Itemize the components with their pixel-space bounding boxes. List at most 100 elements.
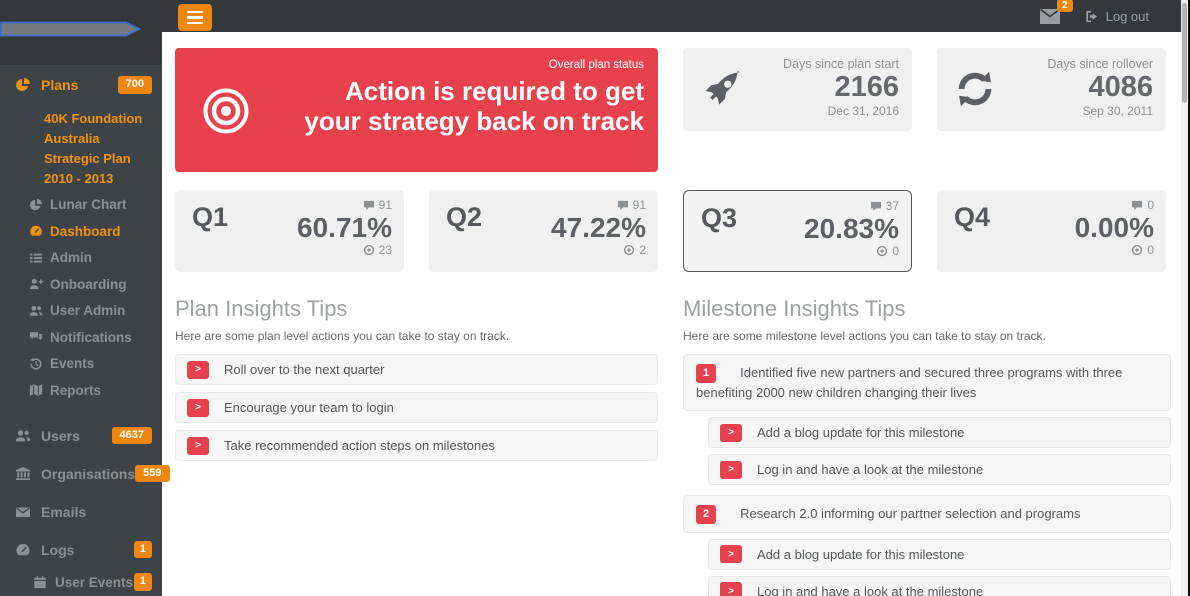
days-since-plan-start-card: Days since plan start 2166 Dec 31, 2016 (683, 48, 912, 131)
dot-circle-icon (624, 245, 635, 256)
comments-icon (29, 330, 44, 344)
quarter-label: Q2 (446, 202, 483, 232)
sidebar-item-label: Logs (41, 541, 75, 558)
views-count: 0 (892, 244, 899, 259)
dot-circle-icon (877, 246, 888, 257)
sidebar-item-user-admin[interactable]: User Admin (0, 298, 162, 325)
chevron-right-icon: > (187, 436, 209, 455)
bank-icon (15, 466, 32, 482)
sidebar-item-user-events[interactable]: User Events 1 (0, 569, 162, 596)
quarter-label: Q3 (701, 203, 738, 233)
tip-text: Add a blog update for this milestone (757, 425, 965, 440)
plan-tip-row[interactable]: > Take recommended action steps on miles… (175, 430, 658, 461)
logo-placeholder[interactable] (0, 21, 142, 37)
quarter-card-q4[interactable]: Q4 0 0.00% 0 (937, 190, 1166, 272)
milestone-tip-row[interactable]: > Add a blog update for this milestone (708, 417, 1171, 448)
sidebar-item-notifications[interactable]: Notifications (0, 324, 162, 351)
sidebar-item-emails[interactable]: Emails (0, 493, 162, 531)
bullseye-icon (203, 88, 249, 134)
sidebar-item-label: Emails (41, 503, 87, 520)
views-count: 2 (639, 243, 646, 258)
stat-title: Days since plan start (782, 57, 899, 71)
sidebar-item-logs[interactable]: Logs 1 (0, 531, 162, 569)
milestone-tip-row[interactable]: > Log in and have a look at the mileston… (708, 575, 1171, 596)
logs-count-badge: 1 (133, 540, 152, 559)
quarter-percent: 0.00% (1074, 212, 1154, 243)
rocket-icon (699, 67, 745, 113)
sidebar-item-dashboard[interactable]: Dashboard (0, 218, 162, 245)
gauge-icon (29, 224, 44, 238)
quarter-card-q2[interactable]: Q2 91 47.22% 2 (429, 190, 658, 272)
comments-count: 0 (1147, 198, 1154, 212)
sign-out-icon (1085, 10, 1097, 22)
status-card-label: Overall plan status (548, 59, 644, 71)
calendar-icon (33, 575, 48, 589)
stat-value: 2166 (834, 71, 899, 103)
messages-button[interactable]: 2 (1039, 0, 1073, 24)
comment-icon (363, 200, 374, 210)
milestone-row[interactable]: 1 Identified five new partners and secure… (683, 354, 1171, 411)
sidebar-item-label: Dashboard (50, 223, 121, 239)
sidebar-item-plans[interactable]: Plans 700 (0, 72, 162, 98)
history-icon (29, 357, 44, 371)
chevron-right-icon: > (720, 460, 742, 479)
plan-tip-row[interactable]: > Roll over to the next quarter (175, 354, 658, 385)
topbar: 2 Log out (162, 0, 1181, 32)
milestone-tip-row[interactable]: > Add a blog update for this milestone (708, 538, 1171, 570)
milestone-text: Identified five new partners and secured… (696, 365, 1123, 400)
milestone-number-badge: 1 (696, 364, 717, 383)
list-icon (29, 251, 44, 265)
sidebar-item-label: Users (41, 427, 80, 444)
logout-label: Log out (1105, 8, 1149, 24)
sidebar-item-organisations[interactable]: Organisations 559 (0, 455, 170, 493)
comments-count: 37 (885, 199, 899, 213)
sidebar-item-label: Notifications (50, 329, 132, 345)
quarter-label: Q4 (954, 202, 991, 232)
sidebar-item-users[interactable]: Users 4637 (0, 417, 162, 455)
logout-button[interactable]: Log out (1084, 9, 1149, 24)
sidebar: Plans 700 40K Foundation Australia Strat… (0, 0, 170, 596)
sidebar-item-reports[interactable]: Reports (0, 377, 162, 404)
section-subtitle: Here are some milestone level actions yo… (683, 329, 1046, 343)
sidebar-item-label: User Events (55, 574, 134, 590)
users-icon (29, 304, 44, 318)
quarter-percent: 20.83% (804, 213, 899, 244)
topbar-right: 2 Log out (1039, 0, 1149, 24)
tip-text: Encourage your team to login (224, 400, 394, 415)
sidebar-item-events[interactable]: Events (0, 351, 162, 378)
milestone-number-badge: 2 (696, 505, 717, 524)
tip-text: Log in and have a look at the milestone (757, 583, 984, 596)
window-right-edge (1188, 0, 1190, 596)
sidebar-item-admin[interactable]: Admin (0, 245, 162, 272)
milestone-tip-row[interactable]: > Log in and have a look at the mileston… (708, 454, 1171, 485)
sidebar-item-label: Plans (41, 77, 79, 93)
vertical-scrollbar-thumb[interactable] (1182, 3, 1187, 103)
map-icon (29, 383, 44, 397)
pie-chart-icon (15, 77, 32, 93)
sidebar-item-lunar-chart[interactable]: Lunar Chart (0, 192, 162, 219)
plan-insights-section: Plan Insights Tips Here are some plan le… (175, 296, 658, 468)
status-card-message: Action is required to get your strategy … (304, 76, 644, 136)
organisations-count-badge: 559 (135, 464, 170, 483)
plan-tip-row[interactable]: > Encourage your team to login (175, 392, 658, 423)
quarter-percent: 47.22% (551, 212, 646, 243)
envelope-icon (1039, 8, 1060, 24)
main-content: Overall plan status Action is required t… (162, 32, 1181, 596)
days-since-rollover-card: Days since rollover 4086 Sep 30, 2011 (937, 48, 1166, 131)
user-events-count-badge: 1 (133, 573, 152, 591)
pie-chart-icon (29, 198, 44, 212)
dot-circle-icon (363, 245, 374, 256)
quarter-card-q3-current[interactable]: Q3 37 20.83% 0 (683, 190, 912, 272)
sidebar-item-onboarding[interactable]: Onboarding (0, 271, 162, 298)
messages-count-badge: 2 (1057, 0, 1073, 12)
quarter-card-q1[interactable]: Q1 91 60.71% 23 (175, 190, 404, 272)
tip-text: Take recommended action steps on milesto… (224, 438, 495, 453)
views-count: 0 (1147, 243, 1154, 258)
menu-toggle-button[interactable] (178, 4, 212, 31)
milestone-row[interactable]: 2 Research 2.0 informing our partner sele… (683, 495, 1171, 533)
sidebar-item-label: User Admin (50, 303, 126, 319)
gauge-icon (15, 542, 32, 558)
vertical-scrollbar-track[interactable] (1181, 0, 1188, 596)
sidebar-item-label: Lunar Chart (50, 197, 127, 213)
active-plan-title[interactable]: 40K Foundation Australia Strategic Plan … (44, 111, 143, 187)
